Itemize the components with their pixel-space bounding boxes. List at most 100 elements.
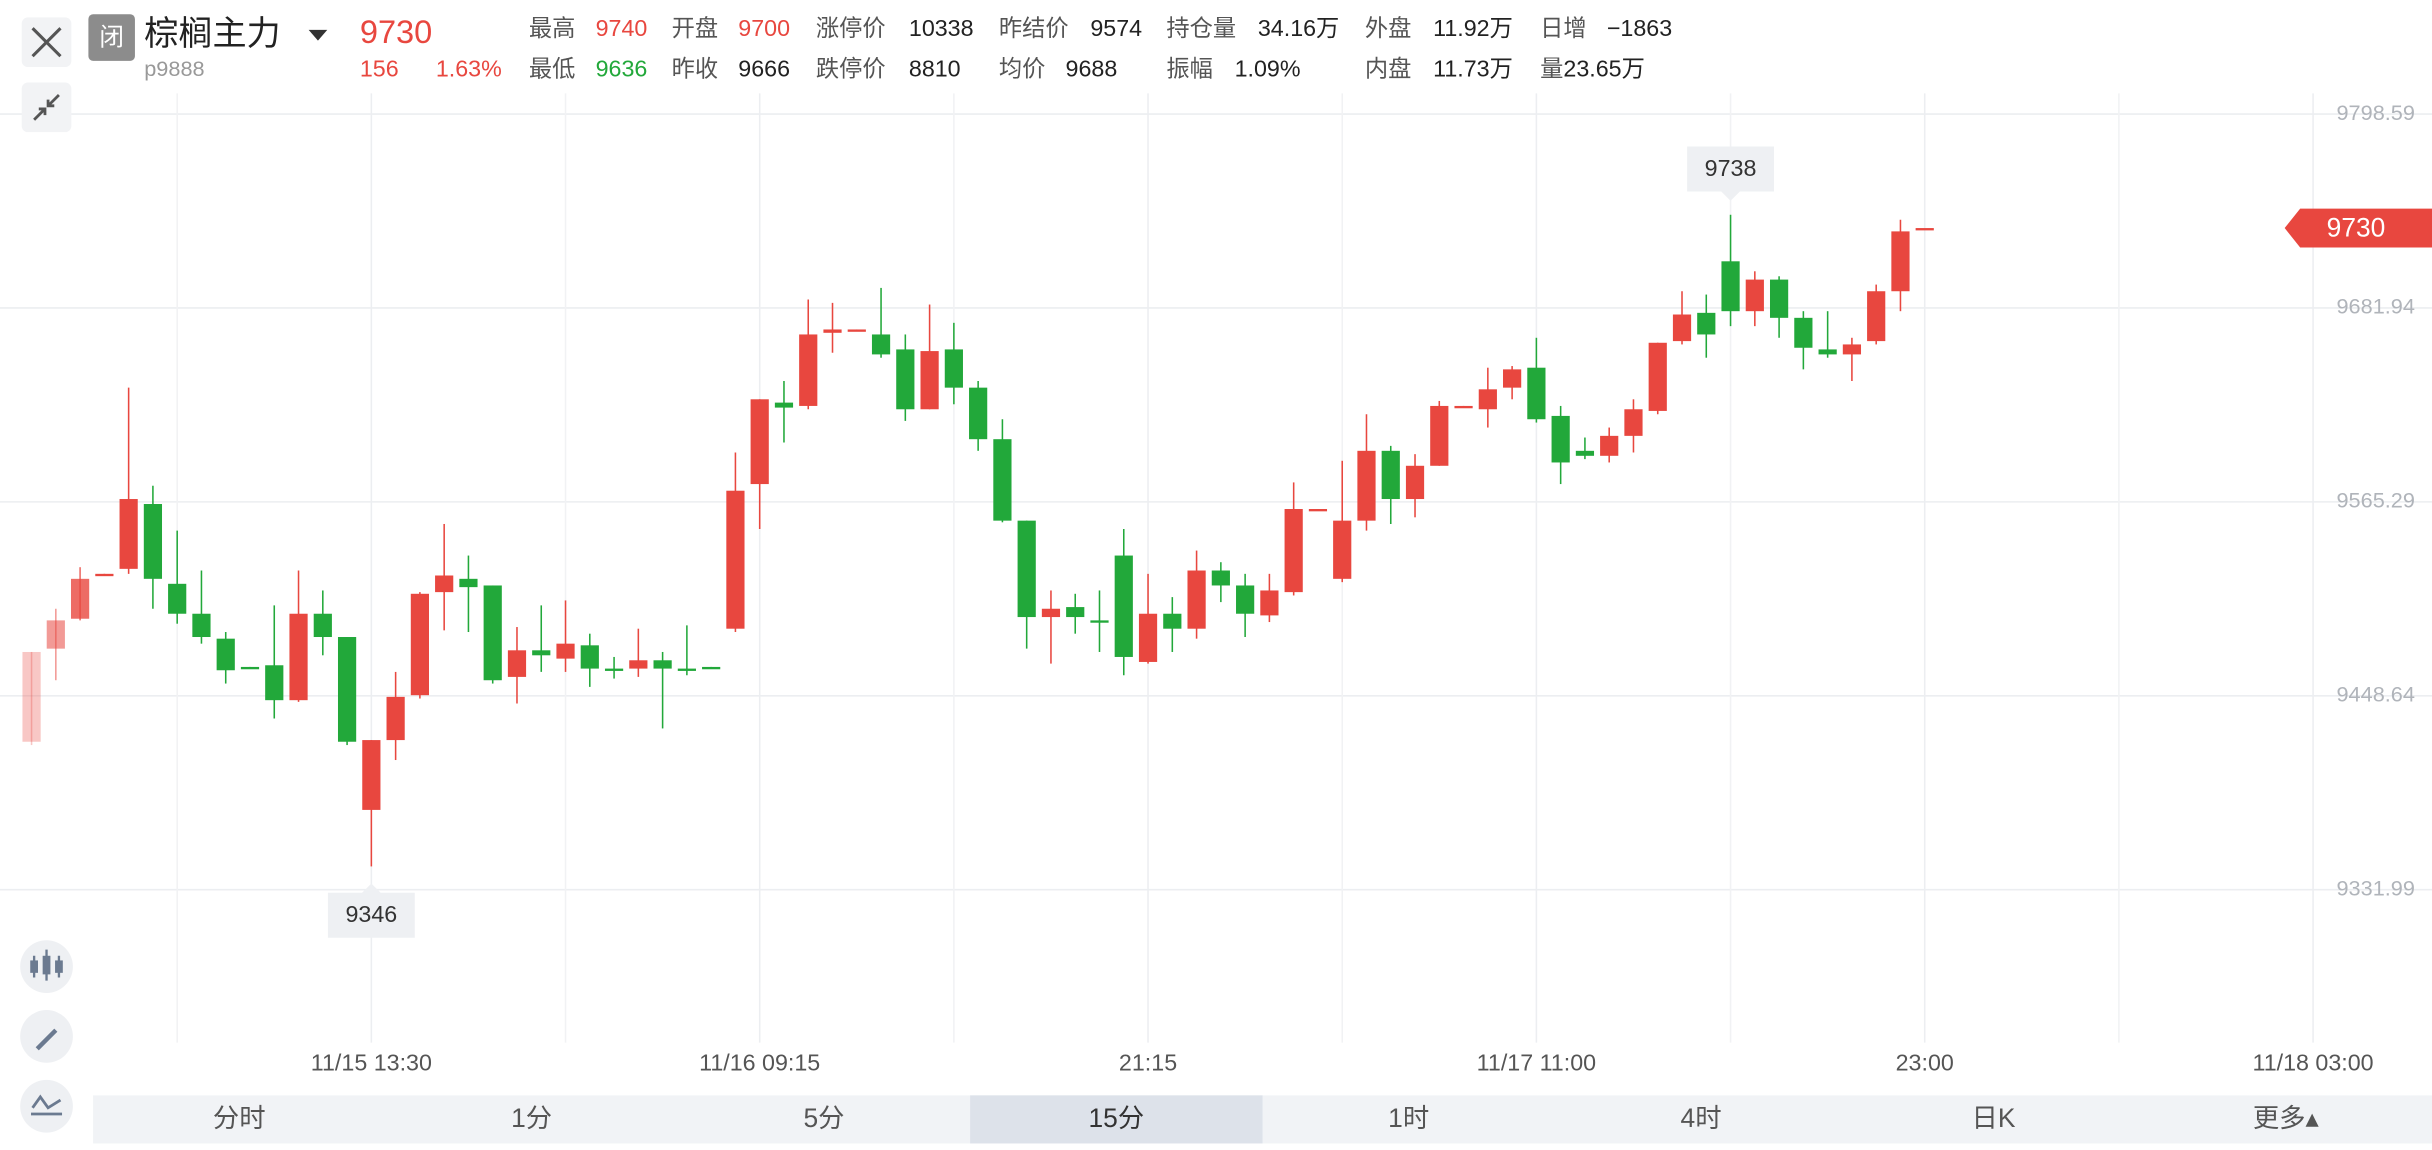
candle-body: [435, 575, 454, 593]
tab[interactable]: 15分: [1089, 1103, 1145, 1133]
contract-code: p9888: [144, 56, 204, 81]
x-tick-label: 11/16 09:15: [699, 1049, 820, 1075]
candle-body: [386, 696, 405, 741]
stat-value: 10338: [909, 15, 974, 41]
candle-body: [410, 593, 429, 696]
tab[interactable]: 1时: [1388, 1103, 1429, 1133]
collapse-button[interactable]: [21, 82, 72, 133]
candle-body: [1697, 312, 1716, 335]
stat-label: 外盘: [1365, 15, 1412, 41]
candle-body: [70, 578, 90, 619]
candle-body: [1624, 409, 1643, 436]
last-price-tag: [2284, 208, 2432, 248]
stat-value: 9666: [738, 55, 790, 81]
tab[interactable]: 分时: [213, 1103, 266, 1133]
tab[interactable]: 1分: [511, 1103, 552, 1133]
candle-body: [653, 660, 672, 669]
candle-body: [337, 637, 357, 742]
candle-body: [1090, 620, 1109, 623]
price-change-pct: 1.63%: [436, 55, 502, 81]
candle-body: [1066, 607, 1085, 618]
candle-body: [1721, 261, 1740, 312]
candle-body: [532, 650, 551, 656]
indicator-tool[interactable]: [20, 1079, 73, 1133]
stat-value: −1863: [1607, 15, 1672, 41]
stat-label: 内盘: [1365, 55, 1412, 81]
stat-value: 11.73万: [1433, 55, 1513, 81]
candle-body: [1308, 509, 1328, 512]
candle-body: [1430, 405, 1449, 466]
stat-label: 昨结价: [999, 15, 1069, 41]
candle-body: [1575, 450, 1595, 456]
candle-body: [1381, 450, 1400, 500]
candle-body: [1454, 405, 1473, 409]
candle-body: [483, 585, 502, 681]
status-badge: [88, 14, 135, 61]
candle-body: [847, 329, 866, 332]
candle-body: [46, 620, 65, 649]
candle-body: [1211, 570, 1230, 586]
stat-label: 振幅: [1166, 55, 1213, 81]
candle-body: [1017, 520, 1036, 618]
candle-body: [580, 645, 599, 669]
candle-body: [1600, 435, 1619, 456]
candle-body: [1187, 570, 1206, 629]
candle-body: [1867, 291, 1886, 342]
candles: 9738 9346 9730: [22, 146, 2432, 938]
candle-body: [459, 578, 478, 588]
y-tick-label: 9565.29: [2336, 488, 2414, 513]
candle-body: [556, 643, 575, 659]
draw-tool[interactable]: [20, 1010, 73, 1063]
candle-body: [240, 666, 260, 670]
candle-body: [1405, 465, 1425, 500]
candle-body: [750, 399, 769, 485]
y-tick-label: 9331.99: [2336, 875, 2414, 900]
stat-value: 9574: [1090, 15, 1142, 41]
candle-body: [22, 651, 41, 742]
dropdown-arrow[interactable]: [308, 29, 328, 41]
candle-body: [774, 402, 794, 408]
tab[interactable]: 5分: [803, 1103, 844, 1133]
tab[interactable]: 日K: [1971, 1103, 2015, 1133]
candle-tool[interactable]: [20, 940, 73, 993]
stat-value: 34.16万: [1258, 15, 1339, 41]
candle-body: [629, 660, 648, 669]
candle-body: [289, 613, 308, 701]
candle-body: [1648, 342, 1667, 411]
contract-name[interactable]: 棕榈主力: [144, 15, 280, 53]
candle-body: [1769, 279, 1789, 318]
candle-body: [1503, 369, 1522, 388]
candle-body: [1818, 349, 1837, 355]
candle-body: [265, 665, 284, 701]
close-button[interactable]: [21, 17, 72, 68]
tab[interactable]: 4时: [1681, 1103, 1722, 1133]
candle-body: [1478, 389, 1497, 410]
y-tick-label: 9448.64: [2336, 682, 2414, 707]
candle-body: [168, 583, 187, 614]
x-tick-label: 23:00: [1896, 1049, 1954, 1075]
stat-label: 均价: [999, 55, 1046, 81]
status: 闭: [99, 24, 124, 52]
x-tick-label: 21:15: [1119, 1049, 1177, 1075]
candle-body: [1041, 608, 1061, 618]
candle-body: [677, 668, 696, 671]
stat-value: 8810: [909, 55, 961, 81]
candle-body: [362, 740, 381, 810]
grid: 9798.59 9681.94 9565.29 9448.64 9331.99 11/15…: [0, 93, 2432, 1075]
x-tick-label: 11/15 13:30: [311, 1049, 432, 1075]
tab[interactable]: 更多▴: [2253, 1103, 2320, 1133]
candle-body: [799, 334, 818, 406]
candle-body: [1745, 279, 1764, 312]
stat-value: 23.65万: [1563, 55, 1644, 81]
candle-body: [1284, 509, 1303, 593]
min-label: 9346: [345, 901, 397, 927]
candle-body: [313, 613, 332, 638]
candle-body: [1333, 520, 1352, 579]
candle-body: [604, 668, 624, 671]
candle-body: [216, 638, 235, 671]
min-callout: [327, 883, 415, 938]
stat-label: 量: [1540, 55, 1563, 81]
candle-body: [192, 613, 211, 638]
